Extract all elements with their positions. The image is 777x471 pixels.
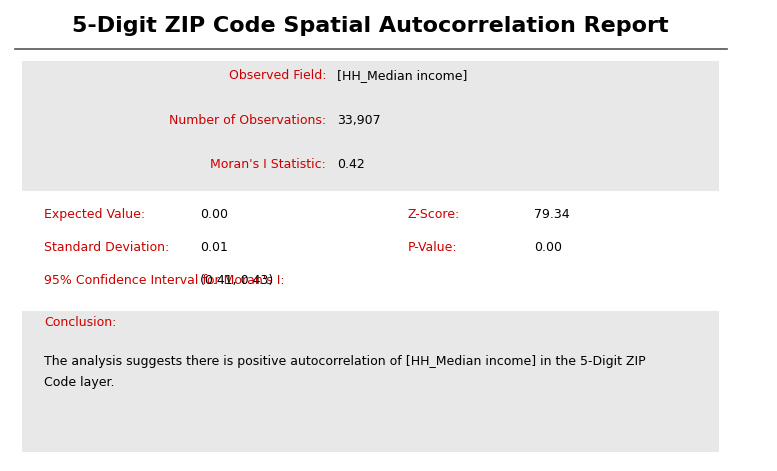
Text: 0.01: 0.01	[200, 241, 228, 254]
Text: 33,907: 33,907	[337, 114, 381, 127]
FancyBboxPatch shape	[23, 311, 720, 452]
Text: 0.00: 0.00	[200, 208, 228, 221]
Text: P-Value:: P-Value:	[408, 241, 458, 254]
Text: Observed Field:: Observed Field:	[228, 69, 326, 82]
Text: Expected Value:: Expected Value:	[44, 208, 145, 221]
Text: 5-Digit ZIP Code Spatial Autocorrelation Report: 5-Digit ZIP Code Spatial Autocorrelation…	[72, 16, 669, 36]
Text: Number of Observations:: Number of Observations:	[169, 114, 326, 127]
Text: Standard Deviation:: Standard Deviation:	[44, 241, 169, 254]
Text: Conclusion:: Conclusion:	[44, 316, 117, 329]
Text: 0.42: 0.42	[337, 158, 365, 171]
Text: 0.00: 0.00	[534, 241, 562, 254]
Text: Z-Score:: Z-Score:	[408, 208, 460, 221]
Text: Moran's I Statistic:: Moran's I Statistic:	[211, 158, 326, 171]
Text: 79.34: 79.34	[534, 208, 570, 221]
Text: 95% Confidence Interval for Moran's I:: 95% Confidence Interval for Moran's I:	[44, 274, 285, 287]
Text: [HH_Median income]: [HH_Median income]	[337, 69, 468, 82]
Text: The analysis suggests there is positive autocorrelation of [HH_Median income] in: The analysis suggests there is positive …	[44, 355, 646, 389]
Text: (0.41, 0.43): (0.41, 0.43)	[200, 274, 274, 287]
FancyBboxPatch shape	[23, 61, 720, 191]
